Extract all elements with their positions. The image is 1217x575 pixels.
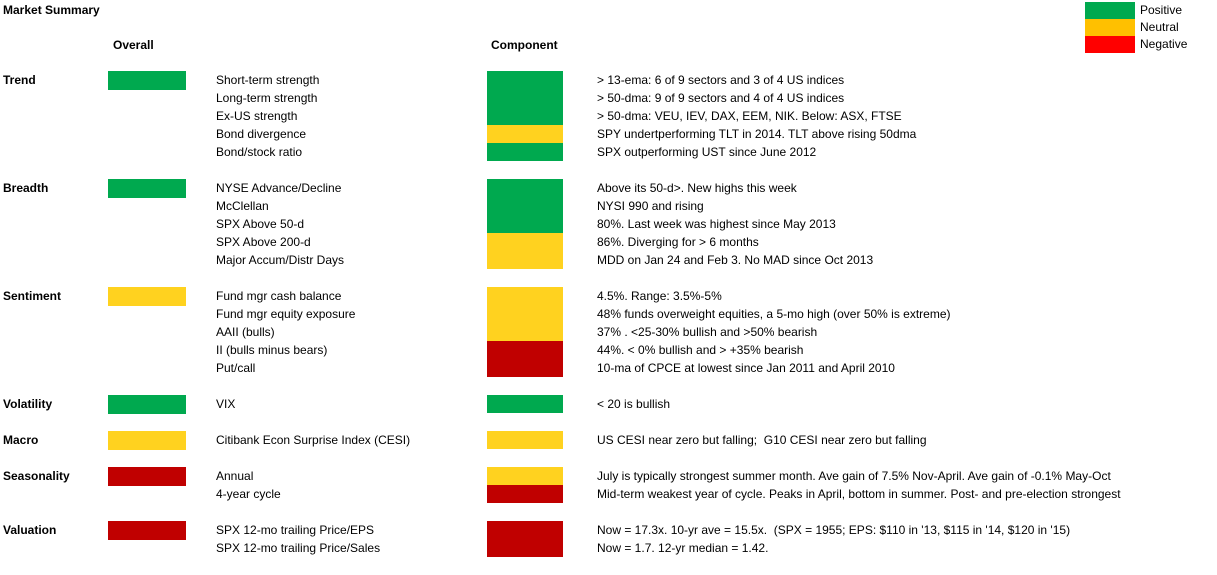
component-block-macro-neutral (487, 431, 563, 449)
component-block-seasonality-neutral (487, 467, 563, 485)
component-block-sentiment-neutral (487, 287, 563, 341)
legend-neutral-label: Neutral (1140, 20, 1179, 34)
component-note: US CESI near zero but falling; G10 CESI … (597, 433, 927, 447)
legend-positive-label: Positive (1140, 3, 1183, 17)
component-label: SPX Above 50-d (216, 217, 305, 231)
component-note: > 50-dma: 9 of 9 sectors and 4 of 4 US i… (597, 91, 845, 105)
component-block-trend-positive (487, 71, 563, 125)
component-label: II (bulls minus bears) (216, 343, 328, 357)
component-label: 4-year cycle (216, 487, 281, 501)
component-label: Citibank Econ Surprise Index (CESI) (216, 433, 411, 447)
component-label: Ex-US strength (216, 109, 298, 123)
column-header-component: Component (491, 38, 558, 52)
component-label: VIX (216, 397, 236, 411)
component-note: > 50-dma: VEU, IEV, DAX, EEM, NIK. Below… (597, 109, 902, 123)
component-label: McClellan (216, 199, 269, 213)
component-label: SPX 12-mo trailing Price/EPS (216, 523, 375, 537)
component-label: Annual (216, 469, 254, 483)
component-note: 10-ma of CPCE at lowest since Jan 2011 a… (597, 361, 895, 375)
component-note: 48% funds overweight equities, a 5-mo hi… (597, 307, 951, 321)
component-block-volatility-positive (487, 395, 563, 413)
legend-negative-label: Negative (1140, 37, 1188, 51)
section-label-valuation: Valuation (3, 523, 57, 537)
component-block-sentiment-negative (487, 341, 563, 377)
component-note: 4.5%. Range: 3.5%-5% (597, 289, 722, 303)
legend-positive-swatch (1085, 2, 1135, 19)
overall-block-macro-neutral (108, 431, 186, 450)
column-header-overall: Overall (113, 38, 154, 52)
component-label: SPX Above 200-d (216, 235, 311, 249)
component-note: 44%. < 0% bullish and > +35% bearish (597, 343, 804, 357)
component-label: NYSE Advance/Decline (216, 181, 342, 195)
component-note: SPX outperforming UST since June 2012 (597, 145, 817, 159)
component-note: MDD on Jan 24 and Feb 3. No MAD since Oc… (597, 253, 874, 267)
legend-negative-swatch (1085, 36, 1135, 53)
legend-neutral-swatch (1085, 19, 1135, 36)
component-note: NYSI 990 and rising (597, 199, 704, 213)
component-block-trend-neutral (487, 125, 563, 143)
component-note: Mid-term weakest year of cycle. Peaks in… (597, 487, 1121, 501)
component-label: Put/call (216, 361, 256, 375)
overall-block-seasonality-negative (108, 467, 186, 486)
section-label-macro: Macro (3, 433, 39, 447)
component-note: Above its 50-d>. New highs this week (597, 181, 797, 195)
section-label-trend: Trend (3, 73, 36, 87)
component-label: Bond divergence (216, 127, 307, 141)
component-label: Long-term strength (216, 91, 318, 105)
overall-block-valuation-negative (108, 521, 186, 540)
component-note: 37% . <25-30% bullish and >50% bearish (597, 325, 818, 339)
component-block-breadth-neutral (487, 233, 563, 269)
component-label: Fund mgr cash balance (216, 289, 342, 303)
component-note: Now = 17.3x. 10-yr ave = 15.5x. (SPX = 1… (597, 523, 1071, 537)
overall-block-volatility-positive (108, 395, 186, 414)
component-note: 86%. Diverging for > 6 months (597, 235, 759, 249)
component-label: Bond/stock ratio (216, 145, 303, 159)
page-title: Market Summary (3, 3, 100, 17)
section-label-breadth: Breadth (3, 181, 49, 195)
section-label-seasonality: Seasonality (3, 469, 70, 483)
component-block-breadth-positive (487, 179, 563, 233)
component-note: SPY undertperforming TLT in 2014. TLT ab… (597, 127, 917, 141)
component-label: Fund mgr equity exposure (216, 307, 356, 321)
section-label-sentiment: Sentiment (3, 289, 62, 303)
component-block-valuation-negative (487, 521, 563, 557)
section-label-volatility: Volatility (3, 397, 53, 411)
overall-block-trend-positive (108, 71, 186, 90)
component-block-seasonality-negative (487, 485, 563, 503)
component-note: Now = 1.7. 12-yr median = 1.42. (597, 541, 769, 555)
component-block-trend-positive (487, 143, 563, 161)
component-note: 80%. Last week was highest since May 201… (597, 217, 836, 231)
component-label: Major Accum/Distr Days (216, 253, 345, 267)
component-note: < 20 is bullish (597, 397, 671, 411)
component-label: Short-term strength (216, 73, 320, 87)
component-note: July is typically strongest summer month… (597, 469, 1111, 483)
overall-block-breadth-positive (108, 179, 186, 198)
overall-block-sentiment-neutral (108, 287, 186, 306)
component-label: AAII (bulls) (216, 325, 275, 339)
component-note: > 13-ema: 6 of 9 sectors and 3 of 4 US i… (597, 73, 845, 87)
component-label: SPX 12-mo trailing Price/Sales (216, 541, 381, 555)
